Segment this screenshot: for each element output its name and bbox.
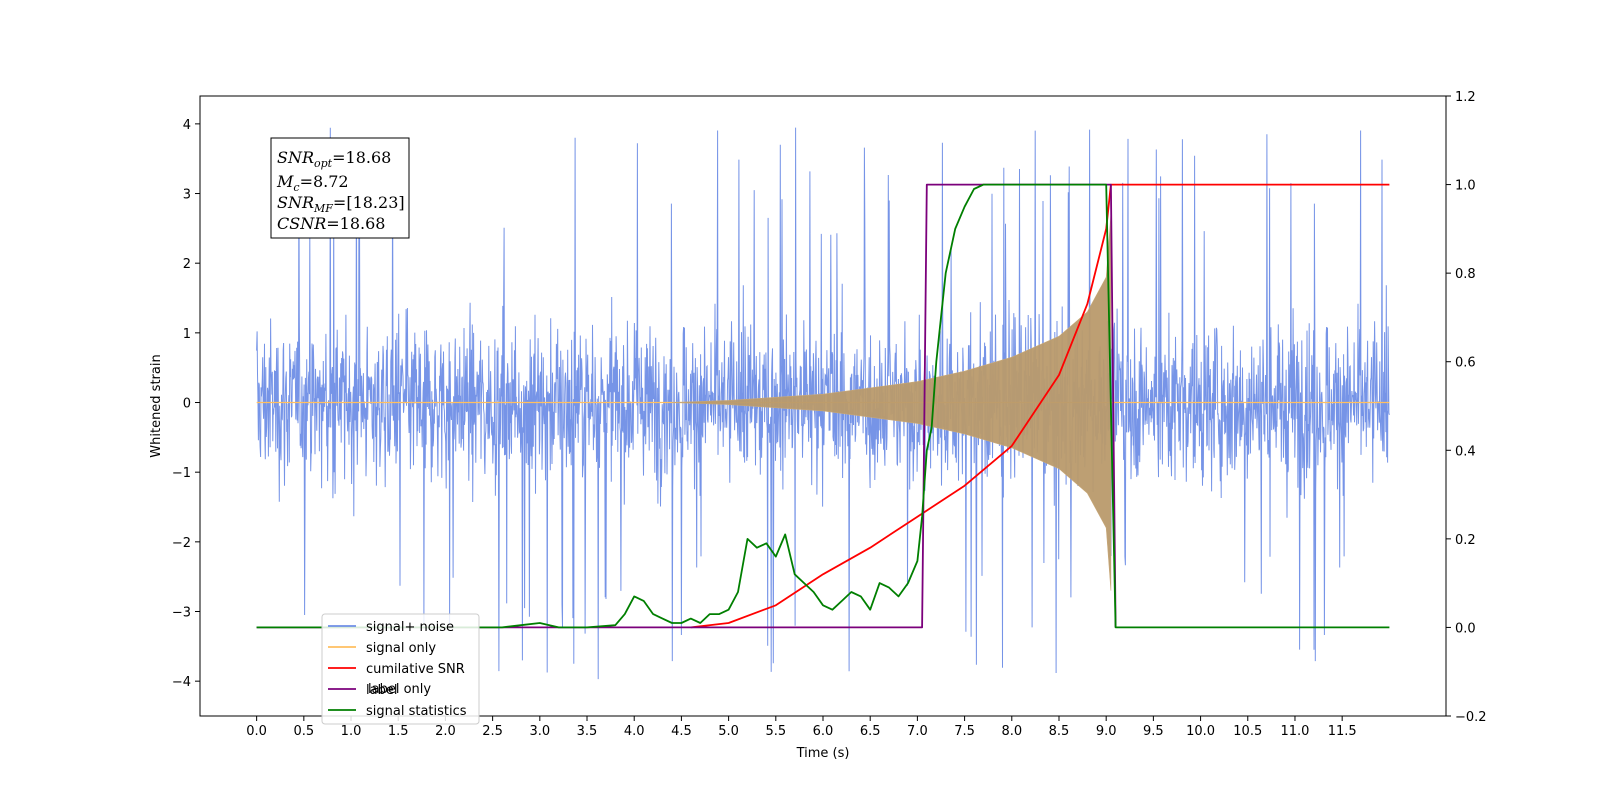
legend-label: cumilative SNR	[366, 662, 465, 677]
x-tick-label: 1.5	[388, 724, 409, 739]
x-tick-label: 6.0	[813, 724, 834, 739]
legend-box	[321, 613, 480, 725]
y2-tick-label: 0.8	[1455, 267, 1476, 282]
y-tick-label: −2	[172, 536, 191, 551]
annotation-snr-opt: SNRopt=18.68	[277, 148, 391, 170]
line-signal-plus-noise	[256, 127, 1390, 680]
x-tick-label: 5.0	[718, 724, 739, 739]
legend-label: label	[366, 683, 397, 698]
x-tick-label: 9.5	[1143, 724, 1164, 739]
line-signal-statistics	[256, 183, 1390, 629]
x-tick-label: 7.0	[907, 724, 928, 739]
y-axis-left: −4 −3 −2 −1 0 1 2 3 4	[172, 118, 200, 690]
y-tick-label: 1	[183, 327, 191, 342]
y2-tick-label: 0.0	[1455, 621, 1476, 636]
x-tick-label: 11.0	[1280, 724, 1309, 739]
y2-tick-label: −0.2	[1455, 710, 1487, 725]
legend-label-hidden: label only	[368, 682, 431, 697]
x-tick-label: 4.5	[671, 724, 692, 739]
legend: signal+ noise signal only cumilative SNR la…	[321, 613, 480, 725]
x-tick-label: 10.0	[1186, 724, 1215, 739]
y-tick-label: 0	[183, 397, 191, 412]
y-tick-label: −1	[172, 466, 191, 481]
y-tick-label: −3	[172, 606, 191, 621]
metrics-annotation: SNRopt=18.68 Mc=8.72 SNRMF=[18.23] CSNR=…	[270, 137, 410, 239]
x-tick-label: 8.0	[1001, 724, 1022, 739]
annotation-csnr: CSNR=18.68	[277, 214, 385, 233]
y2-tick-label: 1.2	[1455, 90, 1476, 105]
x-tick-label: 4.0	[624, 724, 645, 739]
x-tick-label: 2.0	[435, 724, 456, 739]
x-tick-label: 10.5	[1233, 724, 1262, 739]
legend-entry-signal-noise: signal+ noise	[328, 620, 454, 635]
x-tick-label: 11.5	[1328, 724, 1357, 739]
x-tick-label: 8.5	[1049, 724, 1070, 739]
legend-entry-cumilative-snr: cumilative SNR	[328, 662, 465, 677]
x-tick-label: 9.0	[1096, 724, 1117, 739]
x-tick-label: 2.5	[482, 724, 503, 739]
legend-label: signal+ noise	[366, 620, 454, 635]
x-tick-label: 7.5	[954, 724, 975, 739]
x-tick-label: 3.5	[577, 724, 598, 739]
y2-tick-label: 0.6	[1455, 356, 1476, 371]
legend-entry-signal-statistics: signal statistics	[328, 704, 467, 719]
legend-label: signal statistics	[366, 704, 467, 719]
y-tick-label: 4	[183, 118, 191, 133]
x-tick-label: 3.0	[529, 724, 550, 739]
y-tick-label: 3	[183, 188, 191, 203]
plot-area	[256, 127, 1390, 680]
legend-label: signal only	[366, 641, 436, 656]
annotation-snr-mf: SNRMF=[18.23]	[277, 193, 405, 215]
y-tick-label: −4	[172, 675, 191, 690]
right-axis-series	[256, 183, 1390, 629]
y-axis-right: −0.2 0.0 0.2 0.4 0.6 0.8 1.0 1.2	[1446, 90, 1487, 725]
legend-entry-label: label	[328, 683, 397, 698]
y2-tick-label: 0.2	[1455, 533, 1476, 548]
y2-tick-label: 0.4	[1455, 444, 1476, 459]
x-tick-label: 0.5	[293, 724, 314, 739]
x-axis-label: Time (s)	[796, 746, 850, 761]
x-axis: 0.0 0.5 1.0 1.5 2.0 2.5 3.0 3.5 4.0 4.5 5.0 5.5 6.0 6…	[246, 716, 1357, 739]
x-tick-label: 1.0	[341, 724, 362, 739]
y-tick-label: 2	[183, 257, 191, 272]
line-label	[256, 183, 1117, 629]
legend-entry-signal-only: signal only	[328, 641, 436, 656]
y2-tick-label: 1.0	[1455, 179, 1476, 194]
x-tick-label: 5.5	[765, 724, 786, 739]
annotation-mc: Mc=8.72	[276, 172, 349, 194]
x-tick-label: 0.0	[246, 724, 267, 739]
y-axis-label: Whitened strain	[149, 354, 164, 457]
annotation-box	[270, 137, 410, 239]
series-signal-plus-noise	[256, 127, 1390, 680]
x-tick-label: 6.5	[860, 724, 881, 739]
